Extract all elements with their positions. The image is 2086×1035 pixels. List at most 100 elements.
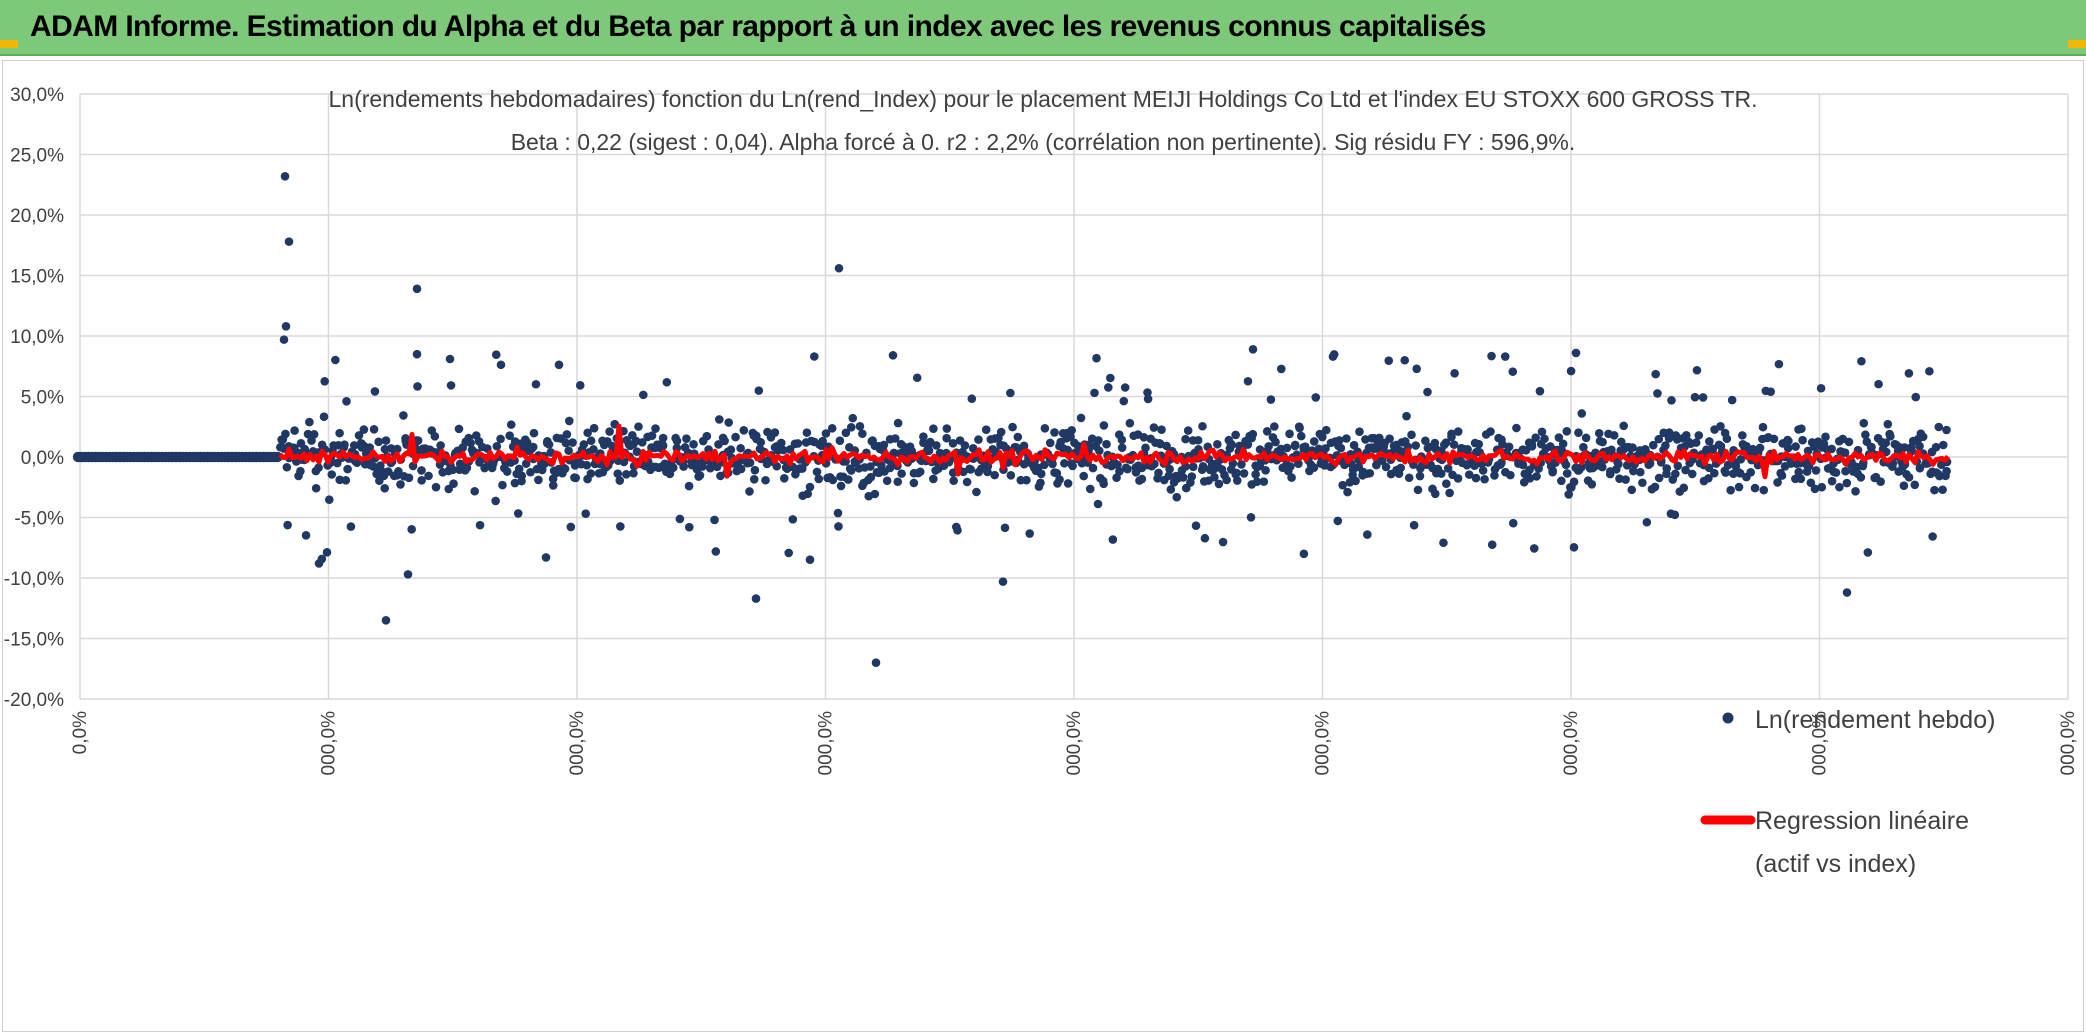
data-point [498, 480, 507, 490]
gridlines [79, 93, 2069, 700]
data-point [1527, 441, 1537, 451]
data-point [1698, 393, 1708, 402]
data-point [1605, 469, 1615, 479]
data-point [1106, 373, 1115, 383]
data-point [836, 481, 846, 491]
data-point [341, 475, 351, 485]
data-point [1336, 443, 1346, 453]
data-point [324, 495, 334, 504]
data-point [1333, 516, 1343, 526]
data-point [513, 509, 523, 518]
data-point [710, 515, 719, 525]
data-point [1938, 485, 1947, 495]
data-point [1143, 388, 1152, 397]
data-point [866, 472, 876, 482]
data-point [1579, 442, 1588, 452]
data-point [929, 424, 938, 434]
data-point [1900, 443, 1909, 452]
data-point [632, 447, 642, 457]
data-point [1099, 421, 1109, 430]
data-point [745, 487, 754, 496]
data-point [1165, 464, 1174, 474]
data-point [833, 508, 843, 518]
data-point [496, 360, 506, 370]
data-point [502, 467, 512, 476]
data-point [1287, 473, 1296, 482]
data-point [394, 467, 403, 476]
data-point [1557, 476, 1566, 486]
data-point [1750, 483, 1760, 493]
data-point [658, 433, 668, 443]
data-point [1784, 436, 1793, 446]
data-point [1616, 437, 1626, 447]
data-point [343, 464, 352, 474]
data-point [866, 462, 875, 471]
data-point [672, 436, 682, 446]
data-point [1650, 482, 1660, 492]
data-point [827, 424, 837, 433]
data-point [805, 555, 815, 564]
data-point [281, 429, 290, 439]
data-point [1577, 462, 1586, 472]
axes: 30,0% 25,0% 20,0% 15,0% 10,0% 5,0% 0,0% -5,0% -1… [4, 85, 2079, 775]
data-point [1022, 475, 1031, 485]
data-point [1759, 485, 1769, 495]
data-point [802, 428, 812, 437]
data-point [583, 428, 592, 438]
data-point [1504, 442, 1514, 452]
data-point [1931, 442, 1941, 452]
data-point [1487, 351, 1496, 361]
data-point [919, 432, 928, 441]
data-point [726, 445, 736, 455]
data-point [1716, 422, 1725, 431]
legend-label-regression: Regression linéaire [1755, 807, 1969, 835]
data-point-outlier [834, 263, 844, 273]
data-point [1119, 396, 1129, 406]
data-point-outlier [998, 577, 1008, 586]
data-point [342, 397, 351, 406]
data-point [1181, 434, 1190, 444]
chart-area: 30,0% 25,0% 20,0% 15,0% 10,0% 5,0% 0,0% -5,0% -1… [2, 60, 2084, 1032]
data-point [1518, 460, 1528, 470]
data-point [1471, 473, 1481, 483]
data-point [1162, 441, 1171, 451]
data-point [1286, 462, 1295, 471]
data-point [579, 440, 589, 449]
report-header: ADAM Informe. Estimation du Alpha et du … [0, 0, 2086, 56]
data-point [1648, 440, 1658, 450]
data-point [320, 377, 329, 386]
data-point [1508, 518, 1518, 528]
data-point [1661, 441, 1670, 450]
data-point [554, 360, 564, 370]
data-point [1445, 488, 1454, 498]
data-point [1561, 460, 1571, 470]
data-point [841, 428, 851, 438]
data-point [803, 489, 813, 499]
data-point [948, 438, 958, 448]
data-point [1664, 428, 1674, 437]
data-point [1857, 356, 1866, 366]
data-point [778, 445, 788, 455]
data-point [1198, 462, 1208, 471]
data-point [449, 479, 458, 489]
data-point [1415, 471, 1425, 481]
data-point [1251, 470, 1260, 479]
data-point [1671, 469, 1680, 479]
data-point [466, 438, 475, 448]
data-point [1453, 427, 1463, 436]
data-point [1569, 477, 1579, 487]
data-point [492, 441, 502, 451]
data-point [1638, 478, 1647, 488]
data-point [1068, 461, 1077, 471]
data-point [890, 434, 900, 443]
data-point [1934, 422, 1944, 432]
data-point [1766, 387, 1775, 396]
data-point [634, 422, 643, 431]
data-point [413, 436, 423, 445]
y-tick-label: -5,0% [14, 509, 64, 530]
regression-line [278, 423, 1951, 480]
data-point [392, 444, 402, 454]
data-point [514, 464, 524, 474]
data-point [1218, 537, 1228, 547]
data-point [1755, 443, 1765, 453]
